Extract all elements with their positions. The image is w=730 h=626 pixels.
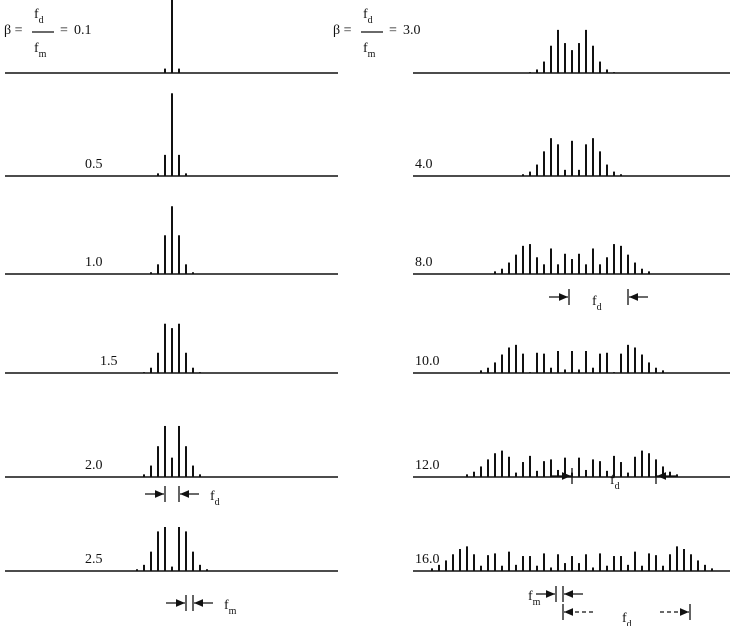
fd-label: fd [622,611,632,626]
fm-label: fm [224,598,237,617]
fd-label-sub: d [215,497,220,508]
fd-label-sub: d [597,302,602,313]
beta-label: 4.0 [415,157,433,172]
beta-value: 0.1 [74,23,92,38]
beta-symbol: β = [4,23,23,38]
beta-label: 10.0 [415,354,440,369]
beta-label: 12.0 [415,458,440,473]
fd-label: fd [592,294,602,313]
beta-symbol: β = [333,23,352,38]
fraction-numerator-sub: d [368,15,373,26]
equals-sign: = [389,23,397,38]
fraction-denominator-sub: m [368,49,376,60]
fraction-numerator-sub: d [39,15,44,26]
beta-label: 8.0 [415,255,433,270]
fraction-denominator-sub: m [39,49,47,60]
fraction-numerator: fd [34,7,44,26]
equals-sign: = [60,23,68,38]
beta-label: 0.5 [85,157,103,172]
beta-label: 16.0 [415,552,440,567]
fd-label-sub: d [627,619,632,626]
beta-label: 2.5 [85,552,103,567]
fm-label-sub: m [229,606,237,617]
fm-label-sub: m [533,597,541,608]
beta-label: 1.0 [85,255,103,270]
beta-label: 1.5 [100,354,118,369]
fm-spectra-figure: β = fd fm = 0.1 β = fd fm = 3.0 0.5 1.0 1.5 2.0 2.5 4.0… [0,0,730,626]
fraction-denominator: fm [363,41,376,60]
fd-label-sub: d [615,481,620,492]
beta-value: 3.0 [403,23,421,38]
fraction-numerator: fd [363,7,373,26]
fd-label: fd [210,489,220,508]
beta-label: 2.0 [85,458,103,473]
fm-label: fm [528,589,541,608]
fraction-denominator: fm [34,41,47,60]
